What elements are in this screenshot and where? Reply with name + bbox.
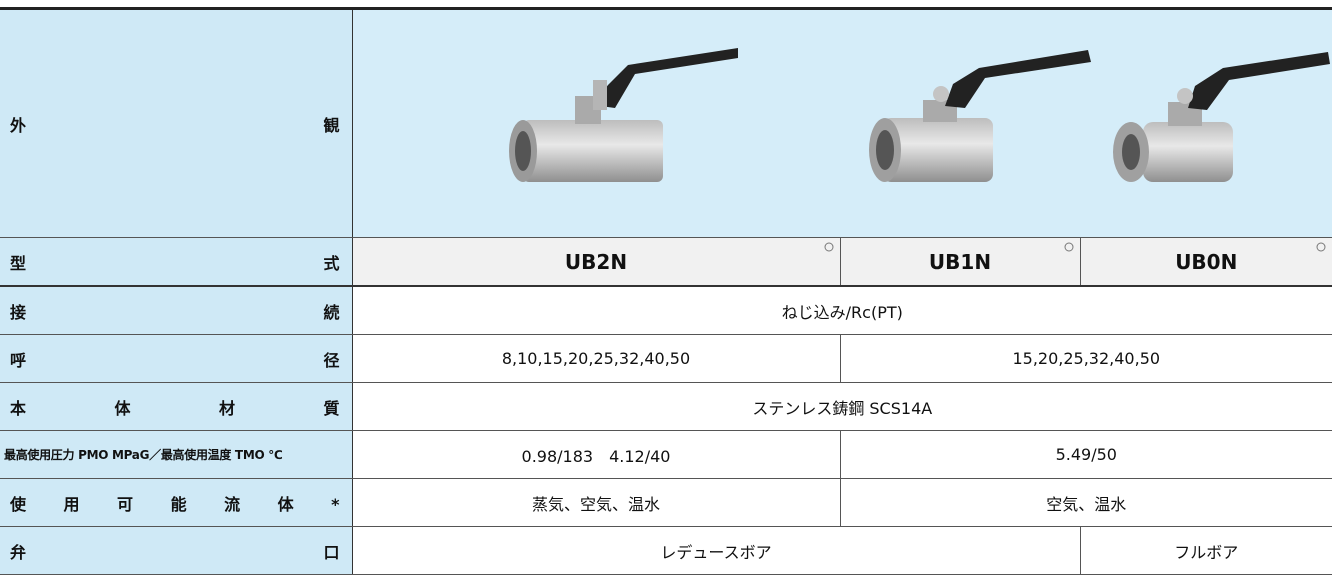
appearance-row: 外観 [0, 8, 1332, 238]
row-label: 最高使用圧力 PMO MPaG／最高使用温度 TMO ℃ [0, 430, 353, 479]
pressure-row: 最高使用圧力 PMO MPaG／最高使用温度 TMO ℃ 0.98/183 4.… [0, 430, 1332, 479]
row-label: 本体材質 [0, 382, 353, 431]
cell: 5.49/50 [839, 430, 1332, 479]
valve-ub1n [869, 50, 1092, 182]
spec-table: 外観 [0, 7, 1332, 575]
row-label: 型式 [0, 237, 353, 287]
cell: 15,20,25,32,40,50 [839, 334, 1332, 383]
product-images [351, 8, 1332, 238]
cell: ステンレス鋳鋼 SCS14A [351, 382, 1332, 431]
material-row: 本体材質 ステンレス鋳鋼 SCS14A [0, 382, 1332, 431]
row-label: 外観 [0, 8, 353, 238]
model-cell: UB0N [1079, 237, 1332, 287]
mark-circle [1064, 242, 1073, 252]
cell: 蒸気、空気、温水 [351, 478, 840, 527]
cell: ねじ込み/Rc(PT) [351, 286, 1332, 335]
model-name: UB0N [1175, 249, 1238, 274]
mark-circle [1316, 242, 1326, 252]
size-row: 呼径 8,10,15,20,25,32,40,50 15,20,25,32,40… [0, 334, 1332, 383]
valve-ub2n [509, 48, 739, 182]
cell: 0.98/183 4.12/40 [351, 430, 840, 479]
row-label: 使用可能流体* [0, 478, 353, 527]
model-row: 型式 UB2N UB1N UB0N [0, 237, 1332, 287]
cell: レデュースボア [351, 526, 1080, 575]
row-label: 弁口 [0, 526, 353, 575]
row-label: 呼径 [0, 334, 353, 383]
model-name: UB1N [928, 249, 992, 274]
cell: 8,10,15,20,25,32,40,50 [351, 334, 840, 383]
row-label: 接続 [0, 286, 353, 335]
cell: フルボア [1079, 526, 1332, 575]
fluid-row: 使用可能流体* 蒸気、空気、温水 空気、温水 [0, 478, 1332, 527]
valve-ub0n [1113, 52, 1331, 182]
model-name: UB2N [564, 249, 628, 274]
mark-circle [824, 242, 833, 252]
cell: 空気、温水 [839, 478, 1332, 527]
model-cell: UB1N [839, 237, 1080, 287]
model-cell: UB2N [351, 237, 840, 287]
valve-images [509, 48, 1331, 182]
connection-row: 接続 ねじ込み/Rc(PT) [0, 286, 1332, 335]
bore-row: 弁口 レデュースボア フルボア [0, 526, 1332, 575]
